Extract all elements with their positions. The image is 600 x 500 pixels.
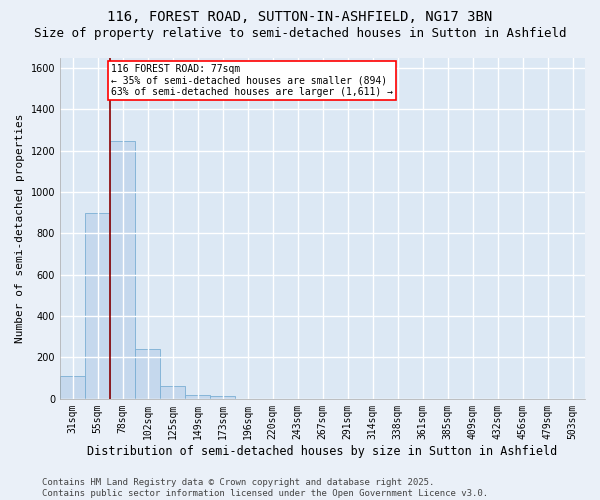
Bar [185,394,210,399]
Bar [60,376,85,399]
Bar [110,142,135,399]
Text: 116, FOREST ROAD, SUTTON-IN-ASHFIELD, NG17 3BN: 116, FOREST ROAD, SUTTON-IN-ASHFIELD, NG… [107,10,493,24]
Text: Contains HM Land Registry data © Crown copyright and database right 2025.
Contai: Contains HM Land Registry data © Crown c… [42,478,488,498]
Text: 116 FOREST ROAD: 77sqm
← 35% of semi-detached houses are smaller (894)
63% of se: 116 FOREST ROAD: 77sqm ← 35% of semi-det… [111,64,393,97]
Bar [135,349,160,399]
Bar [85,212,110,399]
Text: Size of property relative to semi-detached houses in Sutton in Ashfield: Size of property relative to semi-detach… [34,28,566,40]
Y-axis label: Number of semi-detached properties: Number of semi-detached properties [15,114,25,343]
Bar [210,396,235,399]
X-axis label: Distribution of semi-detached houses by size in Sutton in Ashfield: Distribution of semi-detached houses by … [88,444,557,458]
Bar [160,386,185,399]
